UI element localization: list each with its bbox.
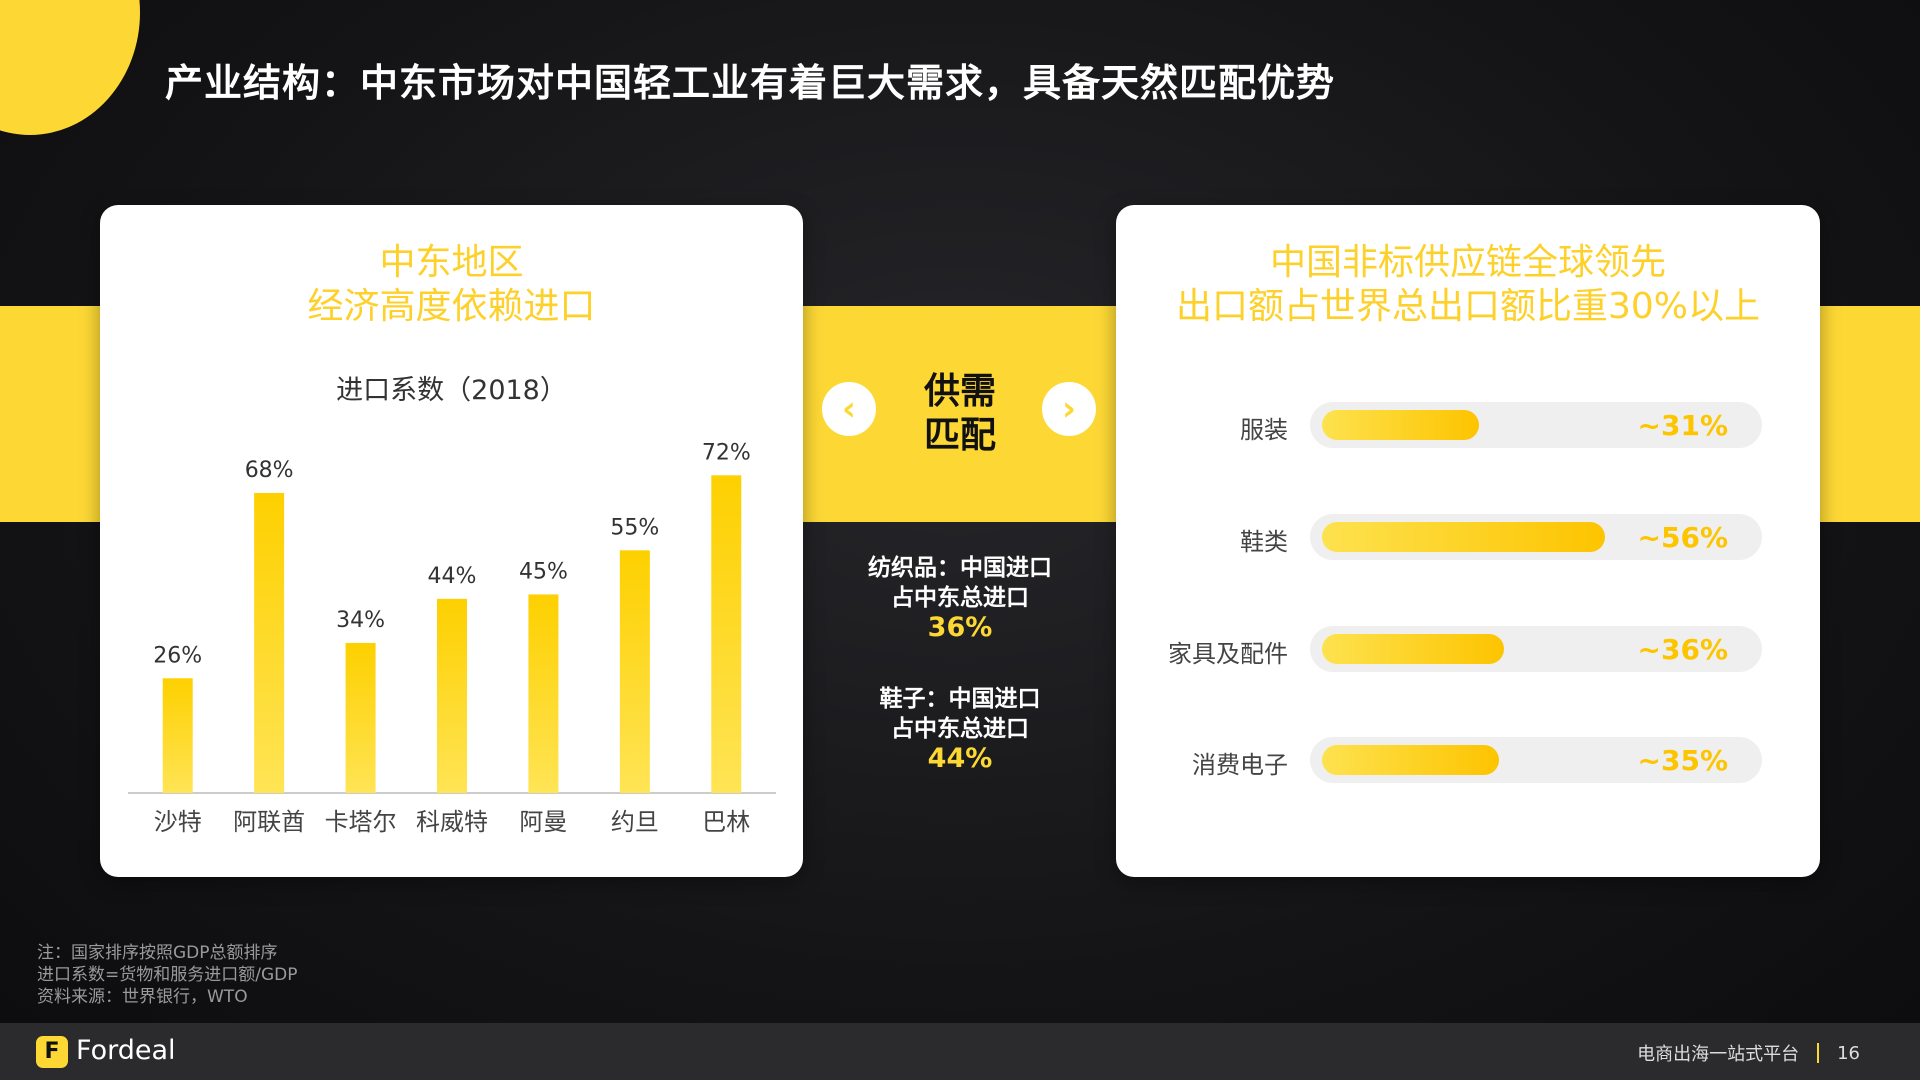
right-card-title-line2: 出口额占世界总出口额比重30%以上: [1175, 286, 1761, 327]
import-coefficient-card: 中东地区 经济高度依赖进口 进口系数（2018） 26% 沙特 68% 阿联酋 34% 卡…: [100, 205, 803, 877]
bar-value-label-0: 26%: [153, 643, 202, 668]
bar-value-label-2: 34%: [336, 608, 385, 633]
category-label-3: 科威特: [416, 808, 488, 836]
footnotes: 注：国家排序按照GDP总额排序 进口系数=货物和服务进口额/GDP 资料来源：世…: [37, 942, 298, 1008]
hbar-value-label-2: ~36%: [1637, 633, 1728, 666]
page-number: 16: [1837, 1042, 1860, 1064]
hbar-row-0: 服装 ~31%: [1116, 402, 1820, 448]
category-label-6: 巴林: [702, 808, 750, 836]
chevron-right-icon[interactable]: ›: [1042, 382, 1096, 436]
textile-stat-value: 36%: [927, 612, 993, 643]
textile-stat-line1: 纺织品：中国进口: [868, 555, 1052, 581]
hbar-category-label-1: 鞋类: [1240, 528, 1288, 556]
hbar-track-3: ~35%: [1310, 737, 1762, 783]
chevron-left-icon[interactable]: ‹: [822, 382, 876, 436]
bar-2: [345, 642, 376, 793]
bar-value-label-5: 55%: [610, 515, 659, 540]
textile-stat-line2: 占中东总进口: [891, 585, 1029, 611]
bar-value-label-4: 45%: [519, 559, 568, 584]
bar-value-label-3: 44%: [428, 564, 477, 589]
hbar-track-2: ~36%: [1310, 626, 1762, 672]
left-card-title-line2: 经济高度依赖进口: [307, 286, 596, 327]
footnote-line2: 进口系数=货物和服务进口额/GDP: [37, 965, 298, 985]
bar-value-label-6: 72%: [702, 440, 751, 465]
shoes-stat: 鞋子：中国进口 占中东总进口 44%: [830, 684, 1090, 774]
page-title: 产业结构：中东市场对中国轻工业有着巨大需求，具备天然匹配优势: [165, 61, 1336, 105]
bar-6: [711, 475, 742, 793]
hbar-fill-0: [1322, 410, 1479, 440]
textile-stat: 纺织品：中国进口 占中东总进口 36%: [830, 553, 1090, 643]
match-line2: 匹配: [923, 415, 996, 456]
category-label-2: 卡塔尔: [325, 808, 397, 836]
chart-title: 进口系数（2018）: [336, 375, 567, 406]
shoes-stat-value: 44%: [927, 743, 993, 774]
left-card-title-line1: 中东地区: [379, 242, 524, 283]
category-label-1: 阿联酋: [233, 808, 305, 836]
footer-bar: F Fordeal 电商出海一站式平台 16: [0, 1023, 1920, 1080]
import-coefficient-bar-chart: 26% 沙特 68% 阿联酋 34% 卡塔尔 44% 科威特 45% 阿曼 55% 约旦 72% 巴林: [128, 440, 776, 836]
corner-decoration: [0, 0, 140, 135]
footnote-line1: 注：国家排序按照GDP总额排序: [37, 943, 278, 963]
match-line1: 供需: [923, 371, 996, 412]
shoes-stat-line2: 占中东总进口: [891, 716, 1029, 742]
hbar-fill-3: [1322, 745, 1499, 775]
hbar-category-label-3: 消费电子: [1192, 751, 1288, 779]
left-card-title: 中东地区 经济高度依赖进口: [100, 241, 803, 329]
hbar-row-1: 鞋类 ~56%: [1116, 514, 1820, 560]
bar-4: [528, 594, 559, 793]
bar-1: [254, 492, 285, 793]
footer-info: 电商出海一站式平台 16: [1637, 1040, 1860, 1066]
export-share-card: 中国非标供应链全球领先 出口额占世界总出口额比重30%以上 服装 ~31% 鞋类 ~5…: [1116, 205, 1820, 877]
bar-0: [162, 678, 193, 793]
right-card-title-line1: 中国非标供应链全球领先: [1269, 242, 1666, 283]
bar-5: [619, 550, 650, 793]
hbar-row-2: 家具及配件 ~36%: [1116, 626, 1820, 672]
hbar-fill-2: [1322, 634, 1504, 664]
supply-demand-match-label: 供需 匹配: [880, 370, 1040, 458]
fordeal-logo-icon: F: [36, 1036, 68, 1068]
hbar-fill-1: [1322, 522, 1605, 552]
footnote-line3: 资料来源：世界银行，WTO: [37, 987, 248, 1007]
bar-3: [437, 598, 467, 793]
category-label-4: 阿曼: [519, 808, 567, 836]
category-label-0: 沙特: [154, 808, 202, 836]
hbar-track-1: ~56%: [1310, 514, 1762, 560]
hbar-track-0: ~31%: [1310, 402, 1762, 448]
hbar-value-label-1: ~56%: [1637, 521, 1728, 554]
hbar-category-label-2: 家具及配件: [1168, 640, 1288, 668]
shoes-stat-line1: 鞋子：中国进口: [879, 686, 1041, 712]
right-card-title: 中国非标供应链全球领先 出口额占世界总出口额比重30%以上: [1116, 241, 1820, 329]
logo-text: Fordeal: [76, 1035, 176, 1066]
bar-value-label-1: 68%: [245, 458, 294, 483]
category-label-5: 约旦: [611, 808, 659, 836]
hbar-value-label-0: ~31%: [1637, 409, 1728, 442]
footer-divider: [1817, 1043, 1820, 1063]
hbar-value-label-3: ~35%: [1637, 744, 1728, 777]
footer-slogan: 电商出海一站式平台: [1637, 1044, 1800, 1065]
hbar-row-3: 消费电子 ~35%: [1116, 737, 1820, 783]
hbar-category-label-0: 服装: [1240, 416, 1288, 444]
